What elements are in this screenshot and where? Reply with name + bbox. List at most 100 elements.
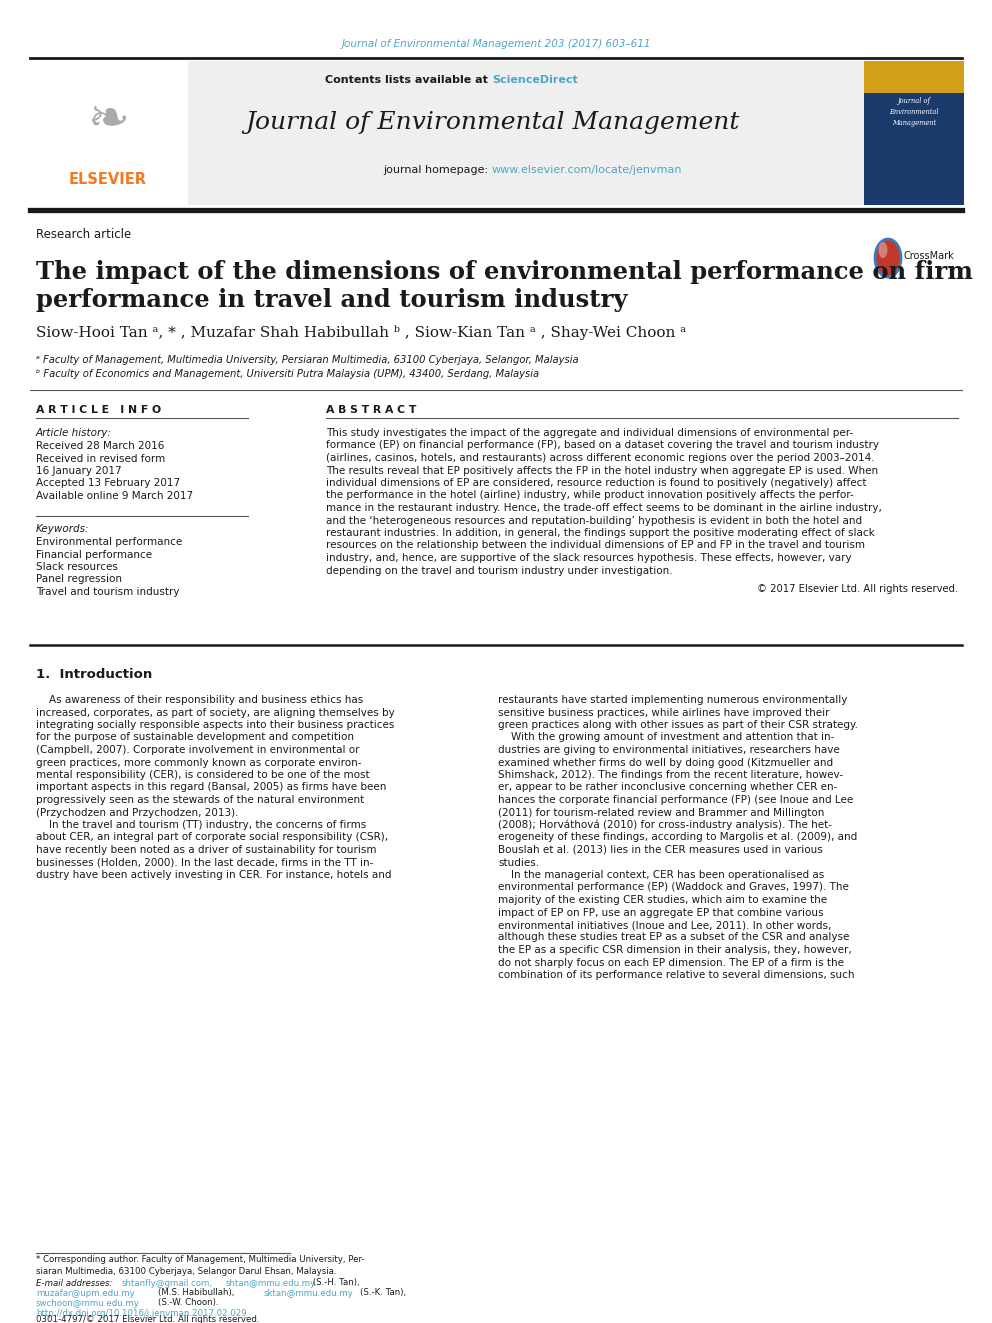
Text: Environmental performance: Environmental performance [36, 537, 183, 546]
Text: Accepted 13 February 2017: Accepted 13 February 2017 [36, 479, 181, 488]
Text: swchoon@mmu.edu.my: swchoon@mmu.edu.my [36, 1298, 140, 1307]
Text: Received in revised form: Received in revised form [36, 454, 166, 463]
FancyBboxPatch shape [28, 61, 864, 205]
Text: Received 28 March 2016: Received 28 March 2016 [36, 441, 165, 451]
Text: (2008); Horváthová (2010) for cross-industry analysis). The het-: (2008); Horváthová (2010) for cross-indu… [498, 820, 832, 831]
Text: the performance in the hotel (airline) industry, while product innovation positi: the performance in the hotel (airline) i… [326, 491, 854, 500]
Text: shtanfly@gmail.com,: shtanfly@gmail.com, [122, 1278, 213, 1287]
Text: Journal of Environmental Management 203 (2017) 603–611: Journal of Environmental Management 203 … [341, 38, 651, 49]
Text: With the growing amount of investment and attention that in-: With the growing amount of investment an… [498, 733, 834, 742]
Text: majority of the existing CER studies, which aim to examine the: majority of the existing CER studies, wh… [498, 894, 827, 905]
Text: A B S T R A C T: A B S T R A C T [326, 405, 417, 415]
Text: Financial performance: Financial performance [36, 549, 152, 560]
Text: have recently been noted as a driver of sustainability for tourism: have recently been noted as a driver of … [36, 845, 377, 855]
Text: about CER, an integral part of corporate social responsibility (CSR),: about CER, an integral part of corporate… [36, 832, 388, 843]
Text: * Corresponding author. Faculty of Management, Multimedia University, Per-: * Corresponding author. Faculty of Manag… [36, 1256, 365, 1265]
Text: ScienceDirect: ScienceDirect [492, 75, 577, 85]
Text: Research article: Research article [36, 228, 131, 241]
Text: Panel regression: Panel regression [36, 574, 122, 585]
Text: individual dimensions of EP are considered, resource reduction is found to posit: individual dimensions of EP are consider… [326, 478, 866, 488]
Text: erogeneity of these findings, according to Margolis et al. (2009), and: erogeneity of these findings, according … [498, 832, 857, 843]
Text: mance in the restaurant industry. Hence, the trade-off effect seems to be domina: mance in the restaurant industry. Hence,… [326, 503, 882, 513]
Text: Slack resources: Slack resources [36, 562, 118, 572]
Text: In the managerial context, CER has been operationalised as: In the managerial context, CER has been … [498, 871, 824, 880]
Text: In the travel and tourism (TT) industry, the concerns of firms: In the travel and tourism (TT) industry,… [36, 820, 366, 830]
Text: http://dx.doi.org/10.1016/j.jenvman.2017.02.029: http://dx.doi.org/10.1016/j.jenvman.2017… [36, 1308, 247, 1318]
Text: industry, and, hence, are supportive of the slack resources hypothesis. These ef: industry, and, hence, are supportive of … [326, 553, 851, 564]
Text: (Przychodzen and Przychodzen, 2013).: (Przychodzen and Przychodzen, 2013). [36, 807, 238, 818]
Text: (M.S. Habibullah),: (M.S. Habibullah), [158, 1289, 234, 1298]
Text: combination of its performance relative to several dimensions, such: combination of its performance relative … [498, 970, 854, 980]
Text: ELSEVIER: ELSEVIER [69, 172, 147, 188]
Text: restaurants have started implementing numerous environmentally: restaurants have started implementing nu… [498, 695, 847, 705]
Text: (2011) for tourism-related review and Brammer and Millington: (2011) for tourism-related review and Br… [498, 807, 824, 818]
Text: resources on the relationship between the individual dimensions of EP and FP in : resources on the relationship between th… [326, 541, 865, 550]
Text: Journal of
Environmental
Management: Journal of Environmental Management [889, 97, 938, 127]
Text: 0301-4797/© 2017 Elsevier Ltd. All rights reserved.: 0301-4797/© 2017 Elsevier Ltd. All right… [36, 1315, 260, 1323]
FancyBboxPatch shape [28, 61, 188, 205]
Text: journal homepage:: journal homepage: [383, 165, 492, 175]
Text: Article history:: Article history: [36, 429, 112, 438]
Text: depending on the travel and tourism industry under investigation.: depending on the travel and tourism indu… [326, 565, 673, 576]
Text: do not sharply focus on each EP dimension. The EP of a firm is the: do not sharply focus on each EP dimensio… [498, 958, 844, 967]
Text: examined whether firms do well by doing good (Kitzmueller and: examined whether firms do well by doing … [498, 758, 833, 767]
Text: (S.-H. Tan),: (S.-H. Tan), [310, 1278, 360, 1287]
Text: The impact of the dimensions of environmental performance on firm: The impact of the dimensions of environm… [36, 261, 973, 284]
Text: (S.-W. Choon).: (S.-W. Choon). [158, 1298, 218, 1307]
Text: Journal of Environmental Management: Journal of Environmental Management [245, 111, 739, 134]
Text: E-mail addresses:: E-mail addresses: [36, 1278, 112, 1287]
Text: ᵃ Faculty of Management, Multimedia University, Persiaran Multimedia, 63100 Cybe: ᵃ Faculty of Management, Multimedia Univ… [36, 355, 578, 365]
Text: Shimshack, 2012). The findings from the recent literature, howev-: Shimshack, 2012). The findings from the … [498, 770, 843, 781]
Text: Siow-Hooi Tan ᵃ, * , Muzafar Shah Habibullah ᵇ , Siow-Kian Tan ᵃ , Shay-Wei Choo: Siow-Hooi Tan ᵃ, * , Muzafar Shah Habibu… [36, 325, 686, 340]
Text: mental responsibility (CER), is considered to be one of the most: mental responsibility (CER), is consider… [36, 770, 370, 781]
Text: and the ‘heterogeneous resources and reputation-building’ hypothesis is evident : and the ‘heterogeneous resources and rep… [326, 516, 862, 525]
Text: This study investigates the impact of the aggregate and individual dimensions of: This study investigates the impact of th… [326, 429, 853, 438]
Text: er, appear to be rather inconclusive concerning whether CER en-: er, appear to be rather inconclusive con… [498, 782, 837, 792]
Text: integrating socially responsible aspects into their business practices: integrating socially responsible aspects… [36, 720, 395, 730]
Text: 1.  Introduction: 1. Introduction [36, 668, 152, 681]
Text: important aspects in this regard (Bansal, 2005) as firms have been: important aspects in this regard (Bansal… [36, 782, 386, 792]
Text: dustries are giving to environmental initiatives, researchers have: dustries are giving to environmental ini… [498, 745, 840, 755]
Text: © 2017 Elsevier Ltd. All rights reserved.: © 2017 Elsevier Ltd. All rights reserved… [757, 583, 958, 594]
Text: the EP as a specific CSR dimension in their analysis, they, however,: the EP as a specific CSR dimension in th… [498, 945, 852, 955]
Text: restaurant industries. In addition, in general, the findings support the positiv: restaurant industries. In addition, in g… [326, 528, 875, 538]
Text: (airlines, casinos, hotels, and restaurants) across different economic regions o: (airlines, casinos, hotels, and restaura… [326, 452, 875, 463]
Text: environmental performance (EP) (Waddock and Graves, 1997). The: environmental performance (EP) (Waddock … [498, 882, 849, 893]
Text: green practices, more commonly known as corporate environ-: green practices, more commonly known as … [36, 758, 361, 767]
Text: green practices along with other issues as part of their CSR strategy.: green practices along with other issues … [498, 720, 858, 730]
Text: progressively seen as the stewards of the natural environment: progressively seen as the stewards of th… [36, 795, 364, 804]
Text: CrossMark: CrossMark [904, 251, 954, 261]
Text: formance (EP) on financial performance (FP), based on a dataset covering the tra: formance (EP) on financial performance (… [326, 441, 879, 451]
Text: siaran Multimedia, 63100 Cyberjaya, Selangor Darul Ehsan, Malaysia.: siaran Multimedia, 63100 Cyberjaya, Sela… [36, 1266, 336, 1275]
Text: A R T I C L E   I N F O: A R T I C L E I N F O [36, 405, 161, 415]
Text: Contents lists available at: Contents lists available at [325, 75, 492, 85]
Text: hances the corporate financial performance (FP) (see Inoue and Lee: hances the corporate financial performan… [498, 795, 853, 804]
Text: dustry have been actively investing in CER. For instance, hotels and: dustry have been actively investing in C… [36, 871, 392, 880]
Text: for the purpose of sustainable development and competition: for the purpose of sustainable developme… [36, 733, 354, 742]
Text: muzafar@upm.edu.my: muzafar@upm.edu.my [36, 1289, 135, 1298]
Text: Travel and tourism industry: Travel and tourism industry [36, 587, 180, 597]
Text: (S.-K. Tan),: (S.-K. Tan), [360, 1289, 406, 1298]
Text: sktan@mmu.edu.my: sktan@mmu.edu.my [264, 1289, 354, 1298]
Text: As awareness of their responsibility and business ethics has: As awareness of their responsibility and… [36, 695, 363, 705]
Text: Available online 9 March 2017: Available online 9 March 2017 [36, 491, 193, 501]
Text: Keywords:: Keywords: [36, 524, 89, 534]
Text: performance in travel and tourism industry: performance in travel and tourism indust… [36, 288, 628, 312]
Text: increased, corporates, as part of society, are aligning themselves by: increased, corporates, as part of societ… [36, 708, 395, 717]
Text: (Campbell, 2007). Corporate involvement in environmental or: (Campbell, 2007). Corporate involvement … [36, 745, 359, 755]
Text: ❧: ❧ [87, 97, 129, 144]
FancyBboxPatch shape [864, 61, 964, 205]
Text: impact of EP on FP, use an aggregate EP that combine various: impact of EP on FP, use an aggregate EP … [498, 908, 823, 917]
Text: ᵇ Faculty of Economics and Management, Universiti Putra Malaysia (UPM), 43400, S: ᵇ Faculty of Economics and Management, U… [36, 369, 539, 378]
Text: studies.: studies. [498, 857, 539, 868]
Text: although these studies treat EP as a subset of the CSR and analyse: although these studies treat EP as a sub… [498, 933, 849, 942]
Ellipse shape [879, 242, 888, 258]
Text: environmental initiatives (Inoue and Lee, 2011). In other words,: environmental initiatives (Inoue and Lee… [498, 919, 831, 930]
Text: businesses (Holden, 2000). In the last decade, firms in the TT in-: businesses (Holden, 2000). In the last d… [36, 857, 373, 868]
Ellipse shape [875, 239, 901, 277]
Text: 16 January 2017: 16 January 2017 [36, 466, 122, 476]
FancyBboxPatch shape [864, 61, 964, 93]
Text: shtan@mmu.edu.my: shtan@mmu.edu.my [226, 1278, 316, 1287]
Text: Bouslah et al. (2013) lies in the CER measures used in various: Bouslah et al. (2013) lies in the CER me… [498, 845, 822, 855]
Text: sensitive business practices, while airlines have improved their: sensitive business practices, while airl… [498, 708, 829, 717]
